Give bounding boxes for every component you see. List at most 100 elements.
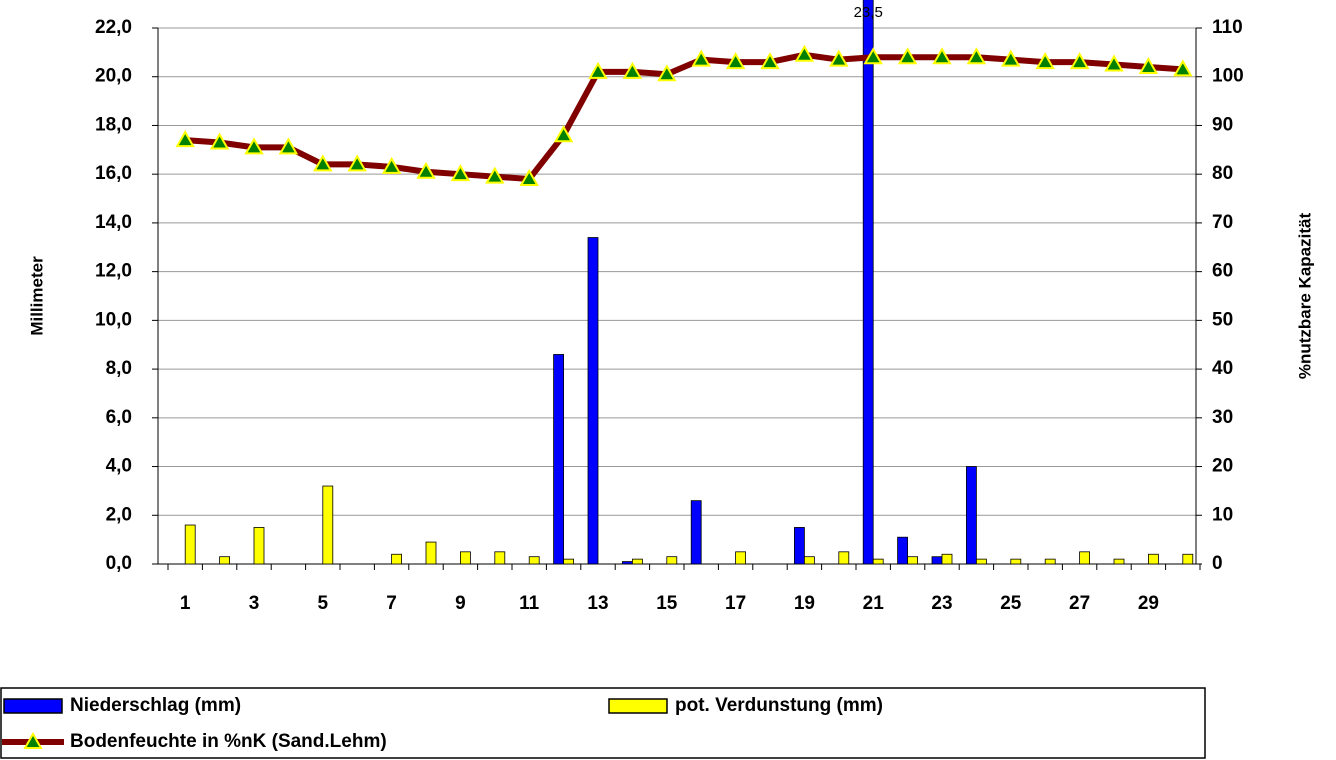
y2-tick-label: 60 [1212, 261, 1233, 282]
y2-tick-label: 50 [1212, 309, 1233, 330]
bar [941, 553, 953, 565]
bar [735, 551, 746, 565]
marker [278, 137, 299, 155]
y2-tick-label: 110 [1212, 17, 1243, 38]
x-tick-label: 5 [318, 593, 329, 614]
x-tick-label: 27 [1069, 593, 1090, 614]
marker [863, 47, 883, 65]
y-tick-label: 4,0 [106, 456, 132, 477]
x-tick-label: 23 [931, 593, 952, 614]
legend-label: Niederschlag (mm) [70, 695, 241, 716]
y-tick-label: 16,0 [95, 163, 132, 184]
legend-label: pot. Verdunstung (mm) [675, 695, 883, 716]
y2-tick-label: 70 [1212, 212, 1233, 233]
bar [838, 551, 850, 565]
y-tick-label: 12,0 [95, 261, 132, 282]
bar [976, 558, 987, 565]
bar [587, 237, 599, 565]
marker [175, 130, 195, 148]
marker [829, 49, 849, 67]
marker [1138, 56, 1159, 74]
y-tick-label: 8,0 [106, 358, 132, 379]
y-axis-title: Millimeter [27, 256, 46, 336]
marker [794, 44, 815, 62]
marker [691, 49, 711, 67]
bar [794, 527, 805, 565]
y-tick-label: 6,0 [106, 407, 132, 428]
marker [1104, 54, 1124, 72]
y2-tick-label: 40 [1212, 358, 1233, 379]
marker [1069, 52, 1090, 70]
x-tick-label: 29 [1138, 593, 1159, 614]
bar [528, 556, 540, 565]
bar [1044, 558, 1056, 565]
y-tick-label: 2,0 [106, 504, 132, 525]
y2-tick-label: 20 [1212, 456, 1233, 477]
bar [622, 561, 633, 565]
plot-area [184, 0, 1194, 565]
legend-label: Bodenfeuchte in %nK (Sand.Lehm) [70, 731, 387, 752]
data-label: 23,5 [854, 4, 883, 21]
bar [666, 556, 678, 565]
marker [209, 132, 230, 150]
marker [588, 61, 608, 79]
y2-tick-label: 10 [1212, 504, 1233, 525]
marker [1035, 52, 1055, 70]
bar [1182, 553, 1194, 565]
legend-marker [23, 731, 43, 749]
bar [425, 541, 437, 565]
y2-axis-title: %nutzbare Kapazität [1295, 213, 1314, 380]
bar [804, 556, 815, 565]
marker [1001, 49, 1021, 67]
bar [459, 551, 471, 565]
y-tick-label: 20,0 [95, 66, 132, 87]
marker [485, 166, 505, 184]
bar [897, 536, 908, 565]
x-tick-label: 19 [794, 593, 815, 614]
bar [184, 524, 196, 565]
x-tick-label: 11 [519, 593, 540, 614]
bar [931, 556, 943, 565]
legend-swatch [3, 698, 63, 714]
bar [219, 556, 231, 565]
y-tick-label: 22,0 [95, 17, 132, 38]
x-tick-label: 13 [587, 593, 608, 614]
marker [347, 154, 367, 172]
marker [760, 52, 780, 70]
y-tick-label: 18,0 [95, 114, 132, 135]
y2-tick-label: 0 [1212, 553, 1223, 574]
x-tick-label: 7 [386, 593, 397, 614]
y2-tick-label: 90 [1212, 114, 1233, 135]
bar [253, 527, 265, 565]
bar [872, 558, 884, 565]
legend [0, 687, 1206, 759]
marker [657, 64, 677, 82]
y2-tick-label: 30 [1212, 407, 1233, 428]
x-tick-label: 17 [725, 593, 746, 614]
legend-swatch [608, 698, 668, 714]
bar [563, 558, 574, 565]
bar [966, 466, 977, 565]
bar [907, 556, 918, 565]
y2-tick-label: 80 [1212, 163, 1233, 184]
marker [450, 164, 471, 182]
y-tick-label: 14,0 [95, 212, 132, 233]
marker [416, 161, 436, 179]
marker [553, 125, 574, 143]
bar [1113, 558, 1125, 565]
marker [897, 47, 918, 65]
x-tick-label: 25 [1000, 593, 1022, 614]
bar [690, 500, 702, 565]
bar [553, 354, 564, 565]
bar [1079, 551, 1090, 565]
marker [244, 137, 264, 155]
x-tick-label: 15 [656, 593, 678, 614]
bar [1148, 553, 1159, 565]
x-tick-label: 21 [863, 593, 885, 614]
bar [391, 553, 403, 565]
marker [313, 154, 333, 172]
marker [381, 156, 402, 174]
x-tick-label: 9 [455, 593, 466, 614]
